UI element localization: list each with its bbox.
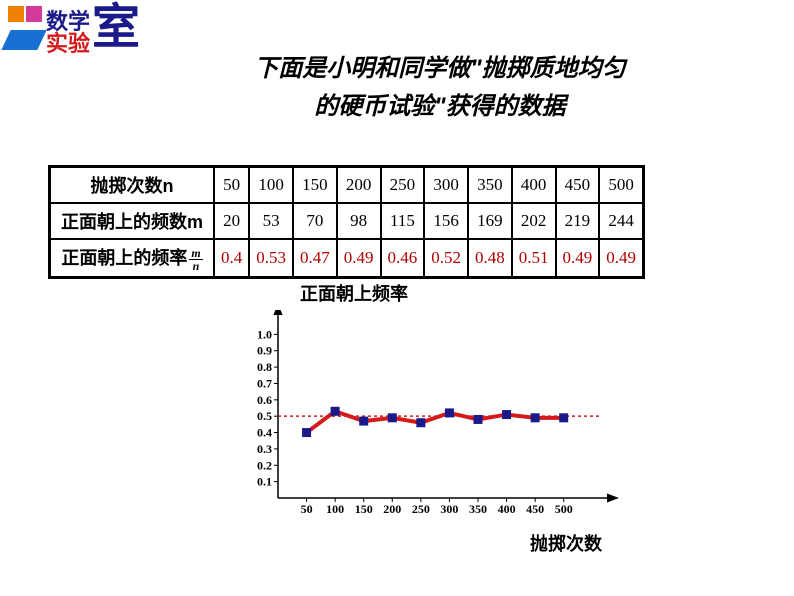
cell-n: 50 bbox=[214, 167, 249, 204]
cell-ratio: 0.48 bbox=[468, 239, 512, 277]
svg-text:0.8: 0.8 bbox=[257, 360, 272, 374]
svg-text:500: 500 bbox=[555, 502, 573, 516]
cell-m: 169 bbox=[468, 203, 512, 239]
svg-text:0.9: 0.9 bbox=[257, 344, 272, 358]
cell-n: 200 bbox=[337, 167, 381, 204]
cell-m: 244 bbox=[599, 203, 643, 239]
cell-n: 350 bbox=[468, 167, 512, 204]
table-row-ratio: 正面朝上的频率mn 0.40.530.470.490.460.520.480.5… bbox=[50, 239, 644, 277]
cell-n: 250 bbox=[381, 167, 425, 204]
page-title: 下面是小明和同学做"抛掷质地均匀 的硬币试验"获得的数据 bbox=[170, 50, 710, 127]
cell-n: 150 bbox=[293, 167, 337, 204]
cell-n: 300 bbox=[424, 167, 468, 204]
svg-text:0.4: 0.4 bbox=[257, 426, 272, 440]
table-row-m: 正面朝上的频数m 20537098115156169202219244 bbox=[50, 203, 644, 239]
fraction-icon: mn bbox=[189, 247, 202, 272]
cell-ratio: 0.49 bbox=[337, 239, 381, 277]
cell-m: 156 bbox=[424, 203, 468, 239]
cell-m: 115 bbox=[381, 203, 425, 239]
title-line2: 的硬币试验"获得的数据 bbox=[170, 88, 710, 126]
cell-m: 70 bbox=[293, 203, 337, 239]
cell-m: 219 bbox=[556, 203, 600, 239]
cell-ratio: 0.51 bbox=[512, 239, 556, 277]
cell-ratio: 0.52 bbox=[424, 239, 468, 277]
chart-svg: 1.0 0.9 0.8 0.7 0.6 0.5 0.4 0.3 0.2 0.1 50 100 150 20… bbox=[220, 310, 620, 530]
row-label-ratio-text: 正面朝上的频率 bbox=[61, 248, 187, 268]
cell-m: 202 bbox=[512, 203, 556, 239]
cell-ratio: 0.49 bbox=[599, 239, 643, 277]
svg-text:1.0: 1.0 bbox=[257, 327, 272, 341]
svg-text:0.1: 0.1 bbox=[257, 475, 272, 489]
svg-text:100: 100 bbox=[326, 502, 344, 516]
svg-text:0.2: 0.2 bbox=[257, 458, 272, 472]
row-label-ratio: 正面朝上的频率mn bbox=[50, 239, 215, 277]
svg-text:50: 50 bbox=[301, 502, 313, 516]
svg-text:0.6: 0.6 bbox=[257, 393, 272, 407]
chart-x-title: 抛掷次数 bbox=[530, 530, 602, 556]
cell-n: 450 bbox=[556, 167, 600, 204]
logo-parallelogram bbox=[1, 30, 46, 50]
svg-text:0.7: 0.7 bbox=[257, 376, 272, 390]
logo-square-orange bbox=[8, 6, 24, 22]
cell-ratio: 0.4 bbox=[214, 239, 249, 277]
svg-text:0.3: 0.3 bbox=[257, 442, 272, 456]
svg-text:250: 250 bbox=[412, 502, 430, 516]
svg-text:150: 150 bbox=[355, 502, 373, 516]
logo-text-exp: 实验 bbox=[46, 26, 90, 58]
row-label-m: 正面朝上的频数m bbox=[50, 203, 215, 239]
cell-ratio: 0.47 bbox=[293, 239, 337, 277]
svg-text:200: 200 bbox=[383, 502, 401, 516]
cell-m: 98 bbox=[337, 203, 381, 239]
data-table: 抛掷次数n 50100150200250300350400450500 正面朝上… bbox=[48, 165, 645, 279]
title-line1: 下面是小明和同学做"抛掷质地均匀 bbox=[170, 50, 710, 88]
cell-ratio: 0.46 bbox=[381, 239, 425, 277]
cell-m: 53 bbox=[249, 203, 293, 239]
logo-text-room: 室 bbox=[92, 4, 140, 52]
svg-text:350: 350 bbox=[469, 502, 487, 516]
cell-m: 20 bbox=[214, 203, 249, 239]
row-label-n: 抛掷次数n bbox=[50, 167, 215, 204]
cell-n: 400 bbox=[512, 167, 556, 204]
svg-text:400: 400 bbox=[498, 502, 516, 516]
svg-text:450: 450 bbox=[526, 502, 544, 516]
chart-y-title: 正面朝上频率 bbox=[300, 280, 408, 306]
logo-square-pink bbox=[26, 6, 42, 22]
cell-n: 500 bbox=[599, 167, 643, 204]
svg-text:300: 300 bbox=[440, 502, 458, 516]
cell-n: 100 bbox=[249, 167, 293, 204]
cell-ratio: 0.49 bbox=[556, 239, 600, 277]
logo: 数学 实验 室 bbox=[6, 4, 138, 74]
table-row-n: 抛掷次数n 50100150200250300350400450500 bbox=[50, 167, 644, 204]
frequency-chart: 正面朝上频率 1.00.90.80.70.60.50.40.30.20.1501… bbox=[220, 280, 620, 560]
cell-ratio: 0.53 bbox=[249, 239, 293, 277]
svg-text:0.5: 0.5 bbox=[257, 409, 272, 423]
